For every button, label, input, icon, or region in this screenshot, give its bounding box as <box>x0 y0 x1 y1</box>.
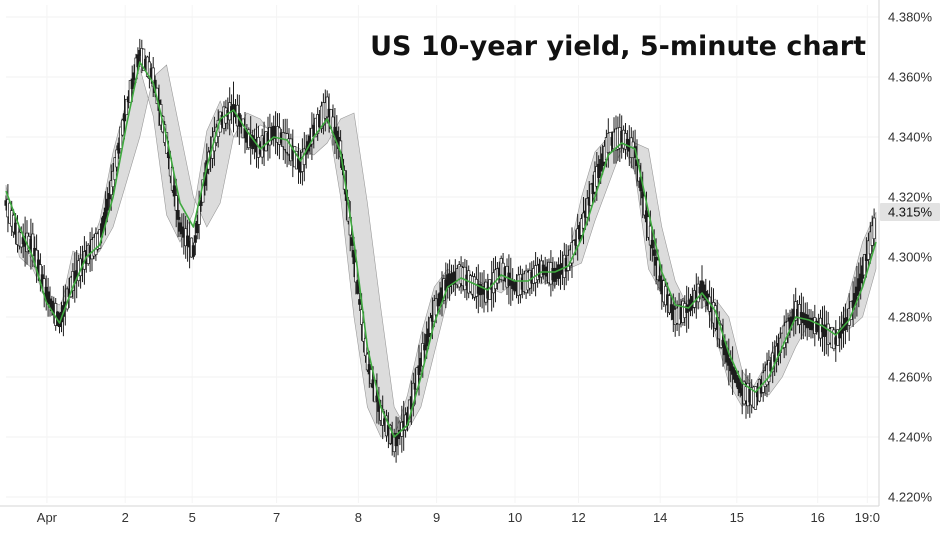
price-bar-body <box>176 210 180 220</box>
last-price-marker: 4.315% <box>880 203 940 221</box>
x-tick-label: 16 <box>810 510 824 525</box>
price-bar-body <box>109 180 113 196</box>
price-bar-body <box>394 433 398 447</box>
price-bar-body <box>124 98 129 116</box>
price-bar-body <box>729 361 733 372</box>
price-bar-body <box>434 298 438 316</box>
price-bar-body <box>857 278 861 292</box>
x-tick-label: 14 <box>653 510 667 525</box>
price-bar-body <box>369 369 373 384</box>
x-tick-label: 7 <box>273 510 280 525</box>
chart-title: US 10-year yield, 5-minute chart <box>370 31 866 62</box>
price-bar-body <box>738 382 742 394</box>
price-bar-body <box>119 126 123 150</box>
price-bars <box>4 38 876 463</box>
price-bar-body <box>872 217 876 240</box>
price-bar-body <box>732 370 737 380</box>
x-tick-label: 15 <box>730 510 744 525</box>
x-tick-label: 5 <box>189 510 196 525</box>
price-bar-body <box>107 193 111 200</box>
moving-average <box>5 61 877 438</box>
price-bar-body <box>851 300 855 308</box>
price-bar-body <box>193 235 197 243</box>
price-bar-body <box>113 157 117 181</box>
y-tick-label: 4.220% <box>888 490 933 505</box>
axis-lines <box>0 0 880 507</box>
price-bar-body <box>365 353 369 371</box>
y-tick-label: 4.300% <box>888 250 933 265</box>
price-bar-body <box>425 334 429 347</box>
x-tick-label: 2 <box>122 510 129 525</box>
y-tick-label: 4.260% <box>888 370 933 385</box>
price-bar-body <box>46 291 50 304</box>
price-bar-body <box>719 324 723 348</box>
price-bar-body <box>136 54 140 68</box>
x-tick-label: 12 <box>571 510 585 525</box>
x-tick-label: Apr <box>37 510 58 525</box>
price-bar-body <box>197 205 201 225</box>
y-axis-labels: 4.380% 4.360% 4.340% 4.320% 4.300% 4.280% 4.26… <box>888 10 933 505</box>
price-bar-body <box>358 299 362 305</box>
price-bar-body <box>862 254 867 276</box>
price-bar-body <box>650 239 654 249</box>
price-bar-body <box>191 245 195 257</box>
price-bar-body <box>115 149 119 168</box>
y-tick-label: 4.340% <box>888 130 933 145</box>
price-bar-body <box>853 293 857 303</box>
price-bar-body <box>172 185 176 197</box>
y-tick-label: 4.360% <box>888 70 933 85</box>
price-bar-body <box>428 317 433 334</box>
price-bar-body <box>423 344 427 351</box>
price-bar-body <box>101 215 106 228</box>
price-bar-body <box>121 119 125 136</box>
x-tick-label: 19:0 <box>855 510 880 525</box>
price-bar-body <box>648 225 652 246</box>
last-price-box <box>880 203 940 221</box>
x-tick-label: 9 <box>433 510 440 525</box>
price-bar-body <box>103 207 107 219</box>
y-tick-label: 4.280% <box>888 310 933 325</box>
price-bar-body <box>105 198 109 211</box>
price-bar-body <box>122 113 127 122</box>
price-bar-body <box>658 275 662 282</box>
x-axis-labels: Apr 2 5 7 8 9 10 12 14 15 16 19:0 <box>37 510 880 525</box>
y-tick-label: 4.380% <box>888 10 933 25</box>
price-bar-body <box>128 80 132 103</box>
price-bar-body <box>644 210 649 223</box>
price-bar-body <box>186 235 190 246</box>
price-bar-body <box>721 339 725 346</box>
last-price-label: 4.315% <box>888 205 933 220</box>
price-bar-body <box>174 195 178 211</box>
price-bar-body <box>656 259 660 281</box>
price-bar-body <box>585 197 589 218</box>
x-tick-label: 8 <box>355 510 362 525</box>
price-bar-body <box>771 352 775 373</box>
y-tick-label: 4.240% <box>888 430 933 445</box>
price-bar-body <box>325 96 329 118</box>
price-bar-body <box>667 295 672 314</box>
price-bar-body <box>195 220 199 234</box>
price-bar-body <box>652 249 656 256</box>
price-bar-body <box>199 200 203 206</box>
price-bar-body <box>130 78 134 90</box>
price-bar-body <box>581 212 586 229</box>
price-bar-body <box>589 183 593 206</box>
y-tick-label: 4.320% <box>888 190 933 205</box>
x-tick-label: 10 <box>508 510 522 525</box>
price-bar-body <box>641 191 645 199</box>
moving-average-line <box>5 61 877 438</box>
price-bar-body <box>753 386 758 410</box>
price-bar-body <box>417 365 421 375</box>
